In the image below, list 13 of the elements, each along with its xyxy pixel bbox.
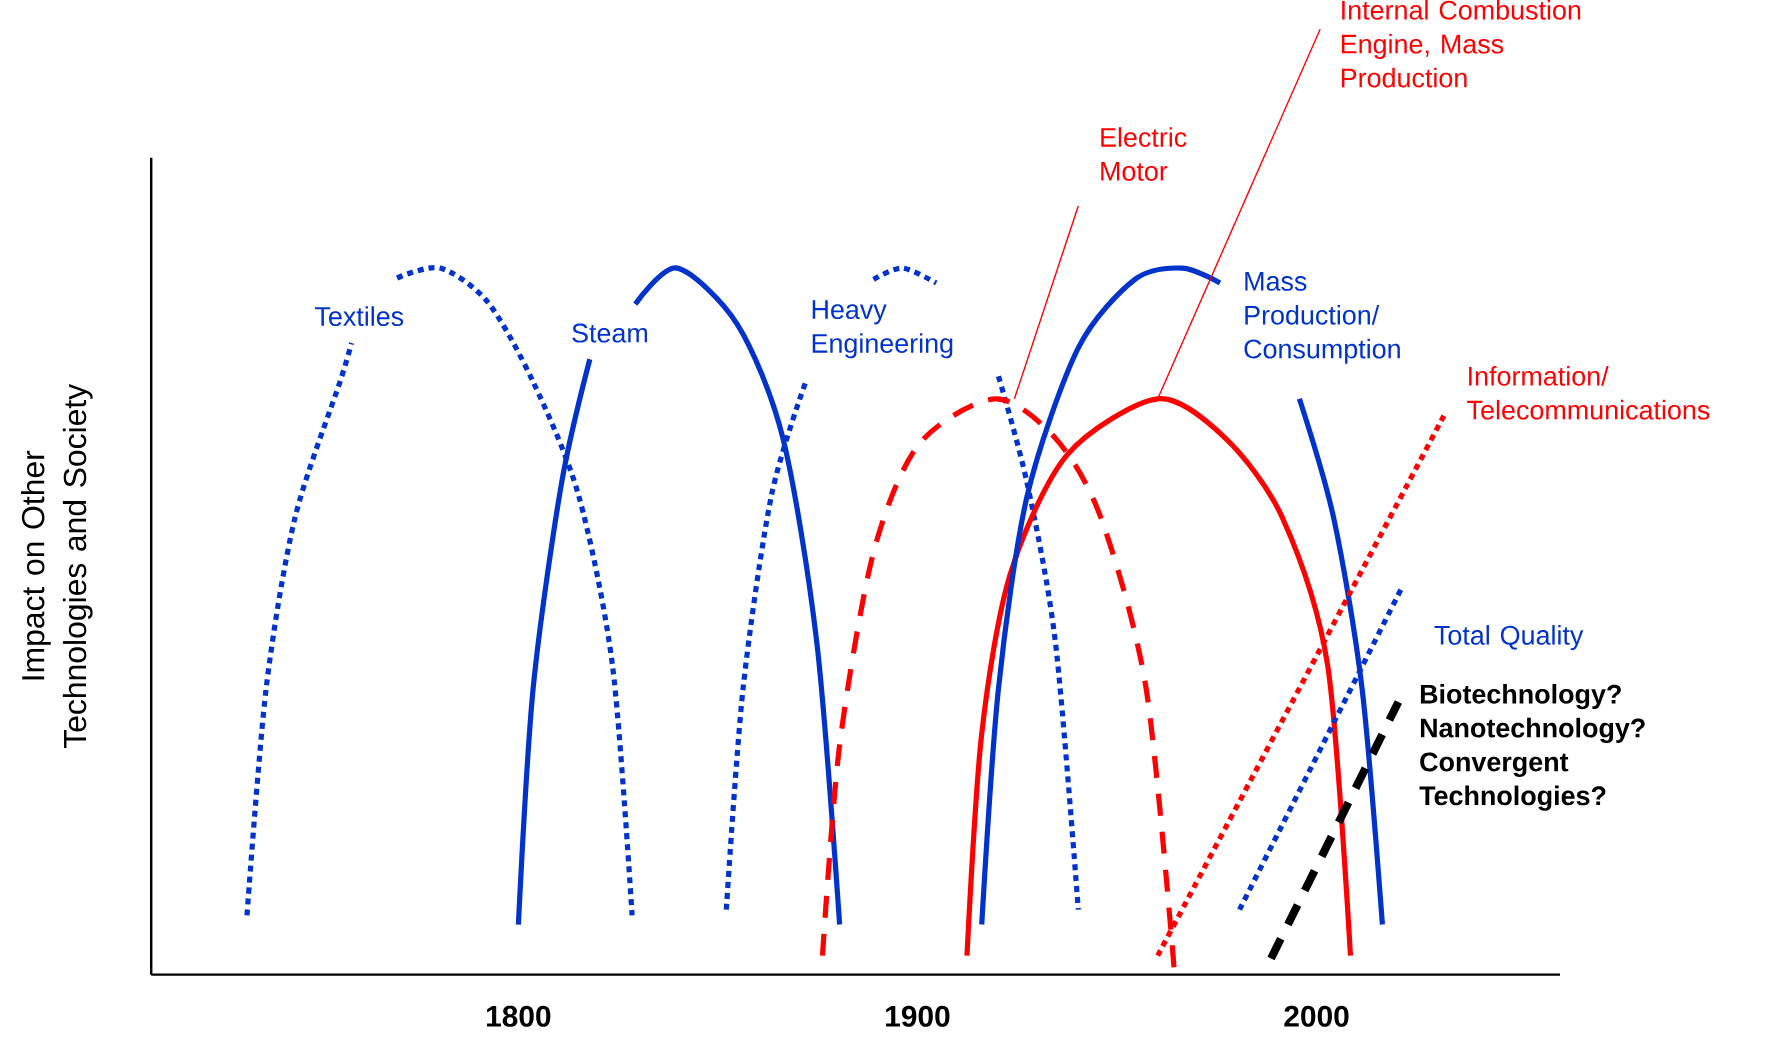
series-label: Total Quality bbox=[1434, 625, 1584, 651]
text: Electric Motor bbox=[1101, 127, 1187, 181]
series-label: Textiles bbox=[315, 306, 404, 327]
series-label: Steam bbox=[572, 323, 648, 343]
series-label: Information/ Telecommunications bbox=[1467, 366, 1710, 420]
y-axis-title: Impact on Other Technologies and Society bbox=[21, 384, 93, 749]
x-tick-label: 1900 bbox=[886, 1005, 950, 1028]
x-tick-label: 2000 bbox=[1284, 1005, 1349, 1028]
text: Internal Combustion Engine, Mass Production bbox=[1341, 0, 1581, 88]
series-label: Heavy Engineering bbox=[812, 300, 953, 359]
series-label: Mass Production/ Consumption bbox=[1244, 272, 1400, 365]
x-tick-label: 1800 bbox=[487, 1005, 551, 1028]
series-label: Biotechnology? Nanotechnology? Convergent Technologies? bbox=[1419, 684, 1645, 811]
